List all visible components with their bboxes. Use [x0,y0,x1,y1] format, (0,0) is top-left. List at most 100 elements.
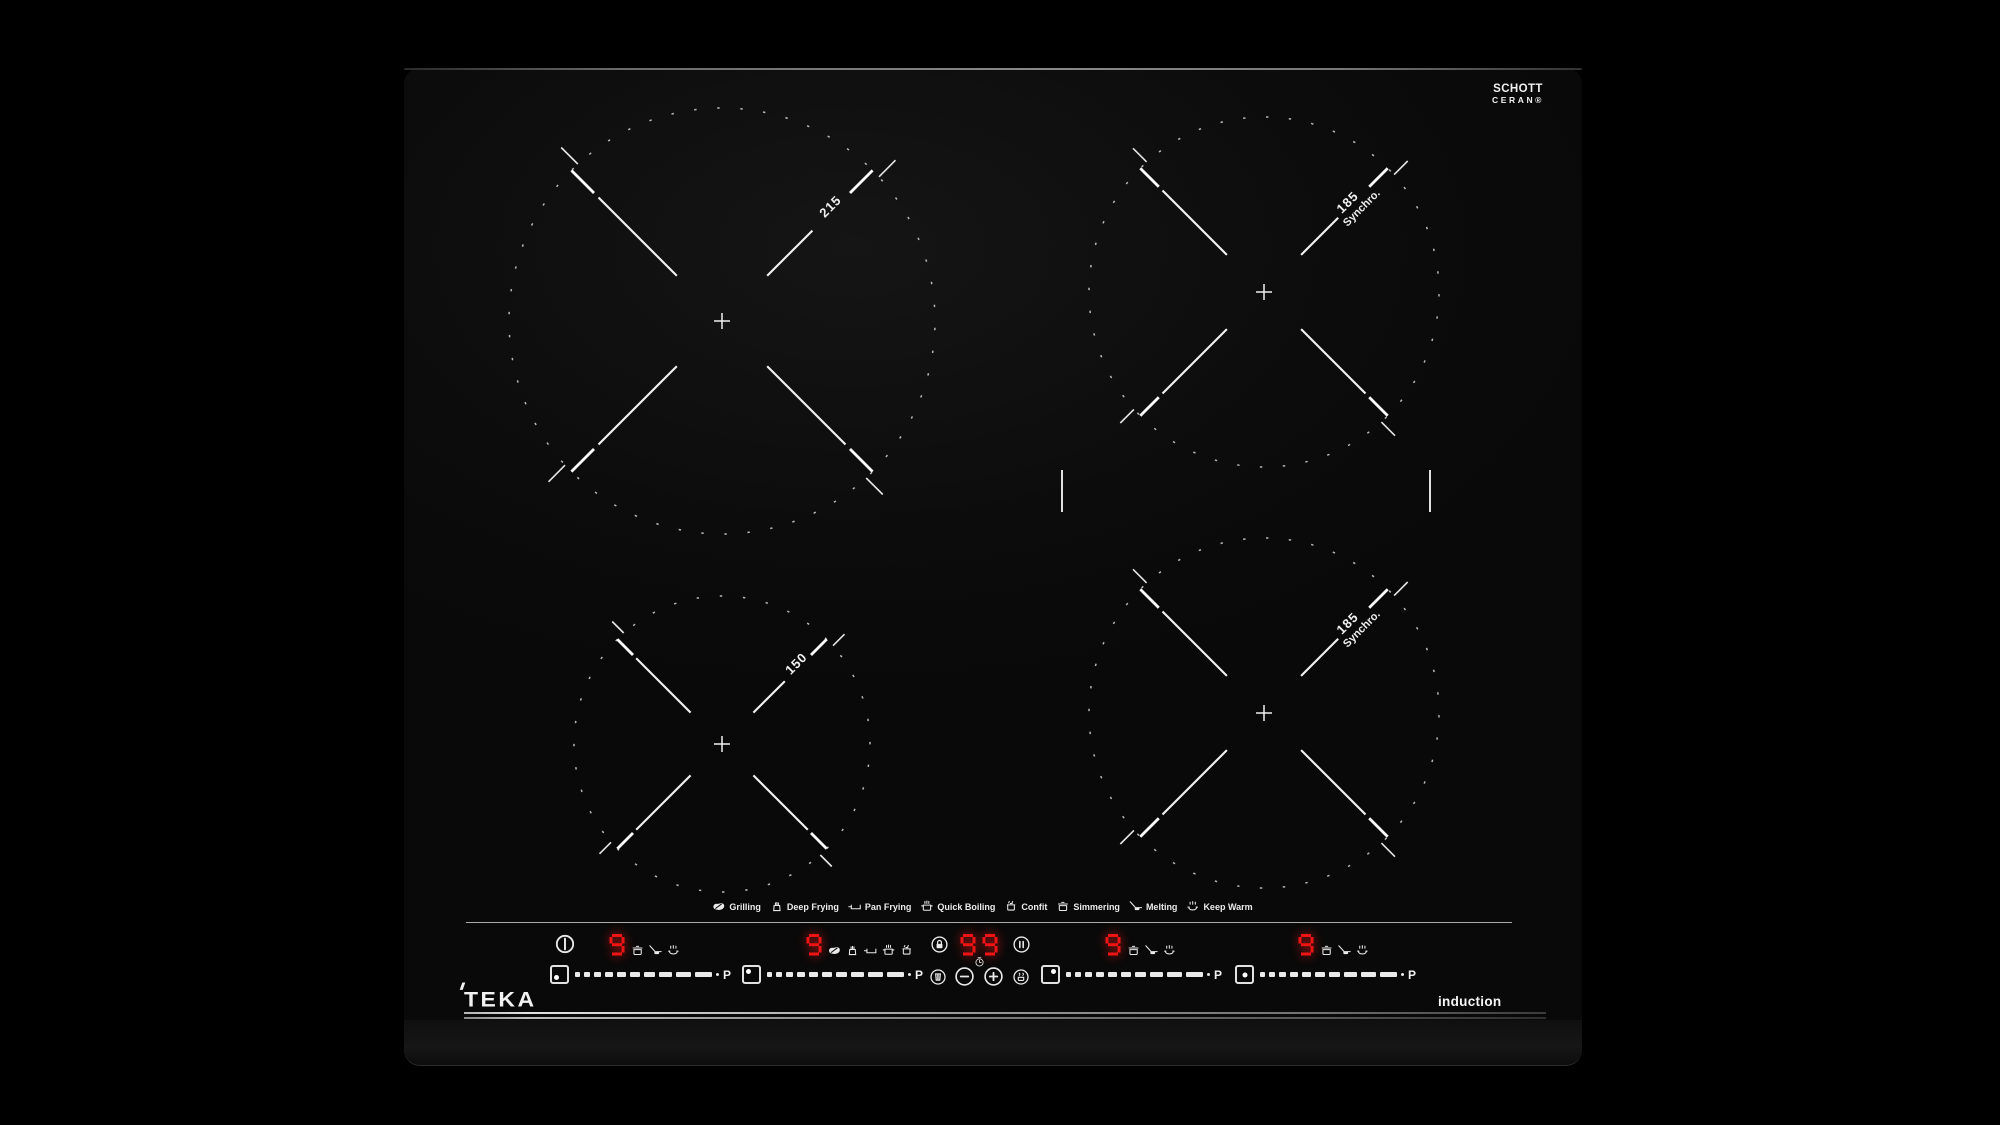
cup-icon [929,969,947,985]
grilling-icon [711,900,726,913]
zone-position-dot [554,975,559,980]
slider-end-dot [716,973,719,976]
slider-step [887,972,904,977]
minus-icon [954,967,975,986]
legend-keep-warm: Keep Warm [1185,900,1253,913]
slider-step [1260,972,1265,977]
cooking-zone-front-left: 150 [573,595,871,893]
legend-grilling: Grilling [711,900,761,913]
slider-end-dot [1207,973,1210,976]
zone-position-dot [1051,969,1056,974]
slider-step [1380,972,1397,977]
induction-label: induction [1438,994,1502,1009]
legend-quick-boiling: Quick Boiling [919,900,995,913]
power-boost-label: P [915,967,924,982]
power-button[interactable] [554,934,576,954]
seven-segment-digit [959,932,977,958]
power-level-track[interactable] [575,972,719,977]
power-level-track[interactable] [1066,972,1210,977]
power-slider-front-left[interactable]: P [550,965,731,984]
slider-step [630,972,640,977]
slider-step [868,972,883,977]
legend-confit: Confit [1003,900,1047,913]
slider-step [1344,972,1357,977]
power-boost-label: P [1214,967,1223,982]
legend-simmering: Simmering [1055,900,1120,913]
legend-label: Keep Warm [1203,901,1253,912]
deep-frying-icon [769,900,784,913]
grilling-icon [827,944,842,957]
pan-frying-icon [863,944,878,957]
slider-end-dot [908,973,911,976]
legend-label: Pan Frying [864,901,912,912]
cooking-function-legend: Grilling Deep Frying Pan Frying Quick Boili… [711,900,1253,913]
slider-step [617,972,626,977]
zone-select-front-left[interactable] [550,965,569,984]
keep-warm-icon [1355,944,1370,957]
power-slider-back-left[interactable]: P [742,965,923,984]
simmering-icon [630,944,645,957]
timer-indicator [973,956,986,968]
zone-size-label: 215 [816,192,844,220]
slider-end-dot [1401,973,1404,976]
power-level-track[interactable] [1260,972,1404,977]
slider-step [659,972,672,977]
slider-step [822,972,832,977]
zone-select-back-right[interactable] [1041,965,1060,984]
slider-step [1096,972,1104,977]
zone-select-back-left[interactable] [742,965,761,984]
legend-melting: Melting [1128,900,1177,913]
legend-deep-frying: Deep Frying [769,900,839,913]
slider-step [605,972,613,977]
slider-step [1075,972,1081,977]
zone-select-front-right[interactable] [1235,965,1254,984]
zone-size-label: 185 [1333,188,1361,216]
melting-icon [1337,944,1352,957]
slider-step [575,972,580,977]
slider-step [786,972,793,977]
melting-icon [1144,944,1159,957]
slider-step [836,972,847,977]
schott-logo-line2: CERAN® [1491,94,1545,105]
zone-position-dot [1242,972,1247,977]
power-level-display-back-right [1104,932,1177,958]
plus-icon [983,967,1004,986]
glass-bottom-highlight-1 [464,1012,1546,1014]
slider-step [1302,972,1311,977]
seven-segment-digit [1297,932,1315,958]
steam-pot-icon [1012,969,1030,985]
power-slider-front-right[interactable]: P [1235,965,1416,984]
schott-ceran-logo: SCHOTT CERAN® [1490,82,1546,105]
quick-boiling-icon [881,944,896,957]
legend-label: Grilling [729,901,761,912]
slider-step [584,972,590,977]
deep-frying-icon [845,944,860,957]
power-level-track[interactable] [767,972,911,977]
seven-segment-digit [1104,932,1122,958]
slider-step [1150,972,1163,977]
power-slider-back-right[interactable]: P [1041,965,1222,984]
key-lock-button[interactable] [930,936,949,953]
melting-icon [1128,900,1143,913]
seven-segment-digit [805,932,823,958]
seven-segment-digit [608,932,626,958]
slider-step [1361,972,1376,977]
slider-step [767,972,772,977]
minus-button[interactable] [954,967,975,986]
zone-size-label: 185 [1333,609,1361,637]
slider-step [1315,972,1325,977]
power-icon [554,934,576,954]
special-function-button[interactable] [1012,969,1030,985]
legend-label: Simmering [1073,901,1120,912]
slider-step [797,972,805,977]
slider-step [1167,972,1182,977]
plus-button[interactable] [983,967,1004,986]
lock-icon [930,936,949,953]
keep-warm-icon [1185,900,1200,913]
slider-step [1186,972,1203,977]
chef-function-button[interactable] [929,969,947,985]
slider-step [1279,972,1286,977]
pause-button[interactable] [1012,936,1031,953]
